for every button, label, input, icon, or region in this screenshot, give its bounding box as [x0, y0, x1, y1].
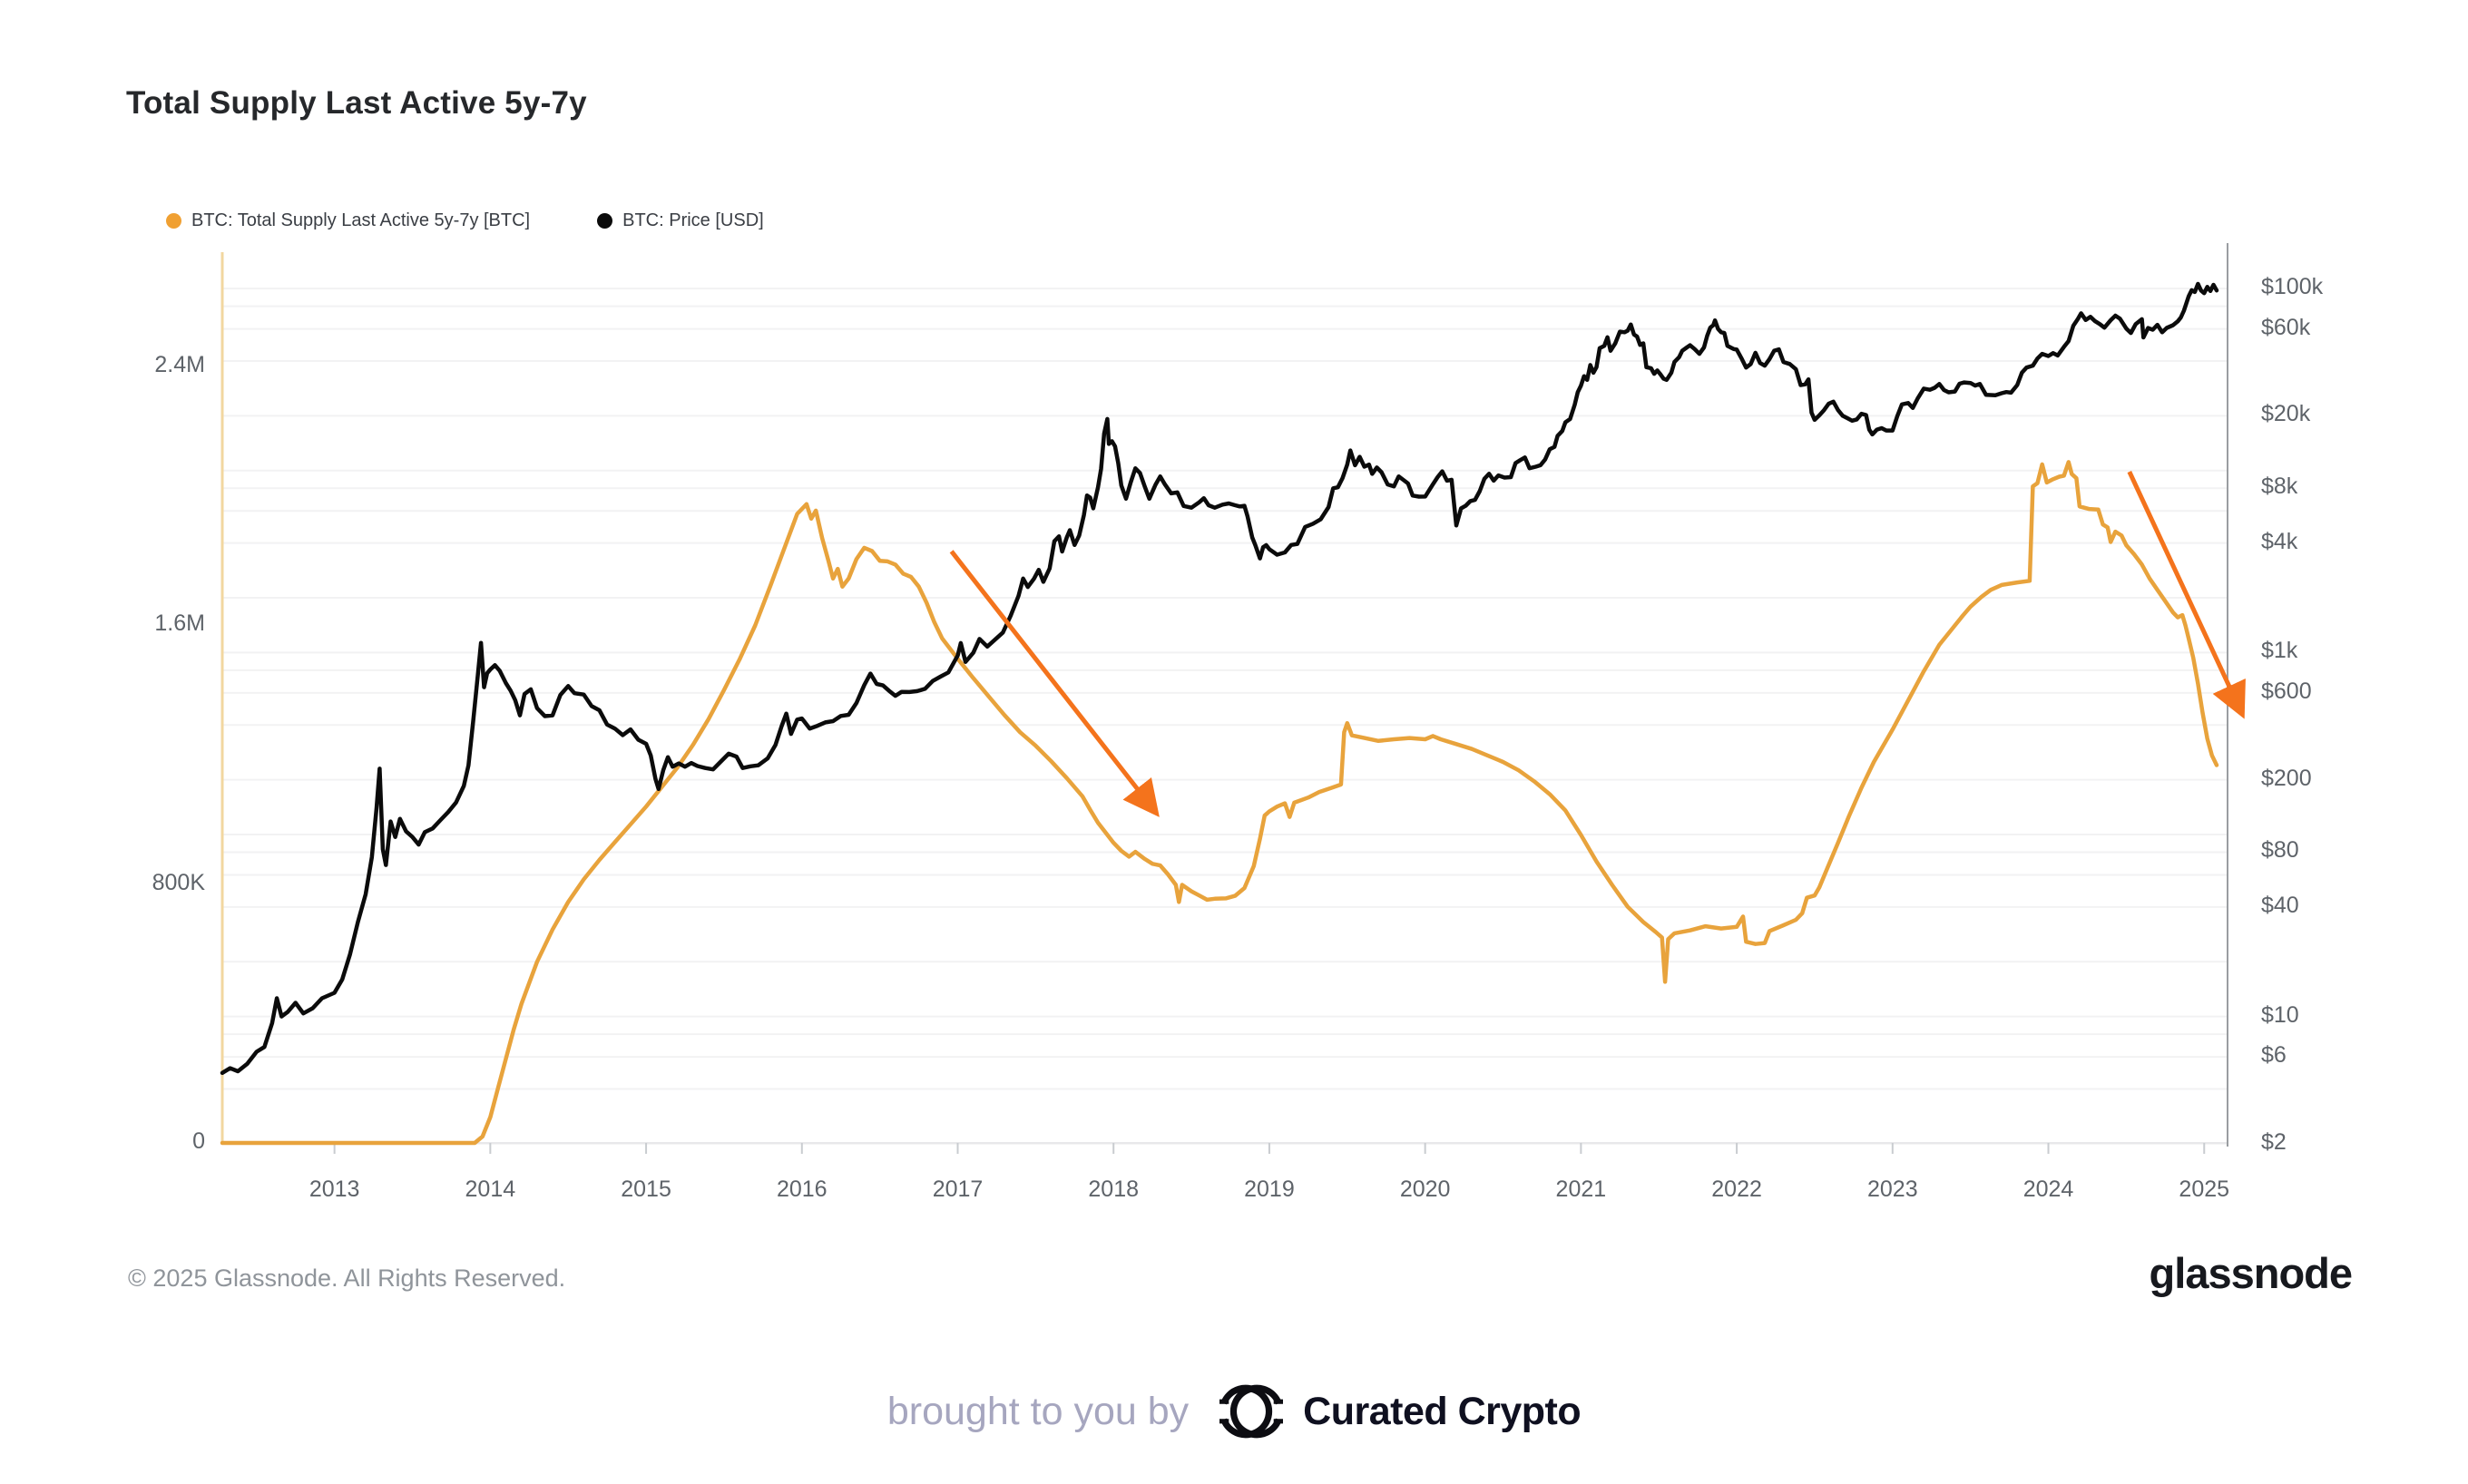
legend-label-price: BTC: Price [USD]	[622, 210, 764, 230]
legend-label-supply: BTC: Total Supply Last Active 5y-7y [BTC…	[191, 210, 531, 230]
curated-crypto-cc-monogram-icon	[1219, 1384, 1284, 1439]
legend-marker-price-icon	[597, 213, 613, 229]
attribution-prefix: brought to you by	[886, 1389, 1190, 1433]
legend-item-supply[interactable]: BTC: Total Supply Last Active 5y-7y [BTC…	[166, 210, 530, 231]
attribution-brand: Curated Crypto	[1303, 1389, 1582, 1433]
legend-marker-supply-icon	[166, 213, 181, 229]
copyright-text: © 2025 Glassnode. All Rights Reserved.	[128, 1264, 566, 1292]
annotation-arrow	[2127, 471, 2246, 719]
legend-item-price[interactable]: BTC: Price [USD]	[597, 210, 764, 231]
attribution-bar: brought to you by Curated Crypto	[0, 1366, 2468, 1457]
supply-line-series	[220, 460, 2219, 1146]
page-title: Total Supply Last Active 5y-7y	[126, 85, 587, 121]
chart-legend: BTC: Total Supply Last Active 5y-7y [BTC…	[166, 210, 764, 231]
glassnode-logo: glassnode	[2149, 1249, 2353, 1297]
annotation-arrow	[949, 550, 1160, 817]
price-line-series	[220, 281, 2219, 1076]
